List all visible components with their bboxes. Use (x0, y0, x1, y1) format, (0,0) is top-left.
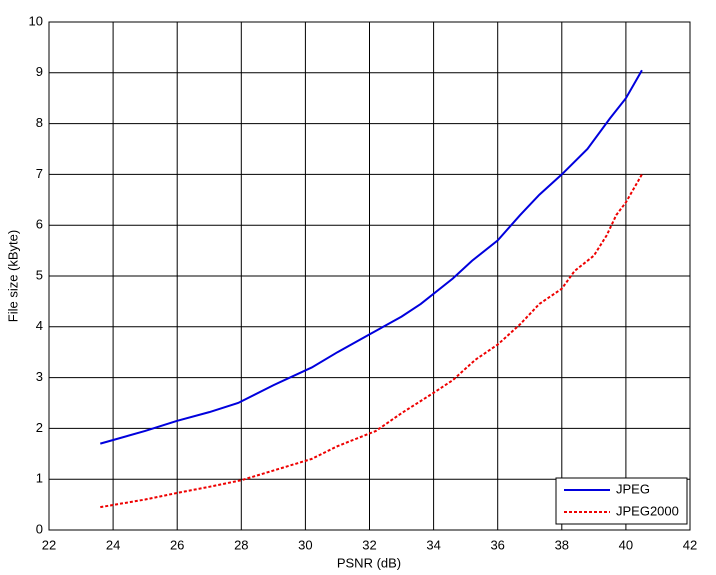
x-tick-label: 28 (234, 537, 248, 552)
x-axis-label: PSNR (dB) (337, 555, 401, 570)
legend-box (555, 477, 688, 525)
y-tick-label: 10 (29, 13, 43, 28)
plot-frame (48, 21, 691, 531)
x-tick-label: 38 (555, 537, 569, 552)
y-tick-label: 7 (36, 166, 43, 181)
x-tick-label: 40 (619, 537, 633, 552)
x-tick-label: 42 (683, 537, 697, 552)
x-tick-label: 22 (42, 537, 56, 552)
legend-label: JPEG (616, 481, 650, 496)
y-tick-label: 8 (36, 115, 43, 130)
y-tick-label: 1 (36, 471, 43, 486)
x-tick-label: 26 (170, 537, 184, 552)
x-tick-label: 30 (298, 537, 312, 552)
y-tick-label: 3 (36, 369, 43, 384)
line-series (100, 69, 643, 445)
x-tick-label: 34 (426, 537, 440, 552)
x-tick-label: 32 (362, 537, 376, 552)
x-tick-label: 24 (106, 537, 120, 552)
y-tick-label: 6 (36, 217, 43, 232)
y-axis-label: File size (kByte) (5, 230, 20, 322)
y-tick-label: 2 (36, 420, 43, 435)
x-tick-label: 36 (490, 537, 504, 552)
y-tick-label: 4 (36, 318, 43, 333)
line-series (100, 173, 643, 509)
y-tick-label: 9 (36, 64, 43, 79)
y-tick-label: 0 (36, 521, 43, 536)
y-tick-label: 5 (36, 267, 43, 282)
legend-label: JPEG2000 (616, 503, 679, 518)
